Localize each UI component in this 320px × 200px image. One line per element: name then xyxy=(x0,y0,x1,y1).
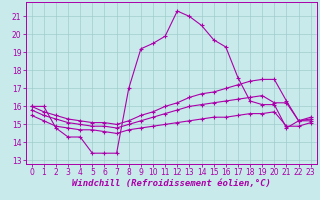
X-axis label: Windchill (Refroidissement éolien,°C): Windchill (Refroidissement éolien,°C) xyxy=(72,179,271,188)
